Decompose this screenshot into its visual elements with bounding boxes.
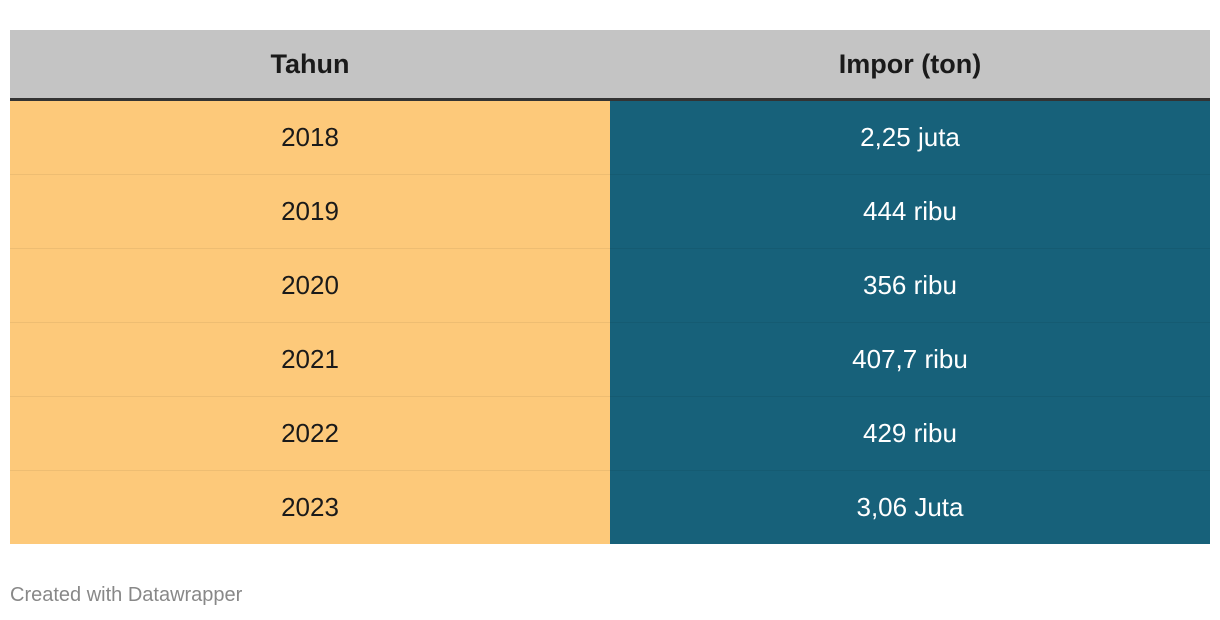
- table-cell: 356 ribu: [610, 248, 1210, 323]
- table-cell: 2021: [10, 322, 610, 397]
- table-row: 2020 356 ribu: [10, 248, 1210, 323]
- table-cell: 429 ribu: [610, 396, 1210, 471]
- table-row: 2021 407,7 ribu: [10, 322, 1210, 397]
- table-body: 2018 2,25 juta 2019 444 ribu 2020 356 ribu 202…: [10, 99, 1210, 544]
- table-row: 2019 444 ribu: [10, 174, 1210, 249]
- table-cell: 2022: [10, 396, 610, 471]
- header-row: Tahun Impor (ton): [10, 30, 1210, 101]
- footer-credit: Created with Datawrapper: [10, 584, 243, 606]
- table-cell: 3,06 Juta: [610, 470, 1210, 544]
- table-cell: 2,25 juta: [610, 99, 1210, 175]
- column-header: Impor (ton): [610, 30, 1210, 101]
- data-table: Tahun Impor (ton) 2018 2,25 juta 2019 444 ri…: [10, 30, 1210, 544]
- table-cell: 2018: [10, 99, 610, 175]
- table-row: 2022 429 ribu: [10, 396, 1210, 471]
- table-cell: 2019: [10, 174, 610, 249]
- column-header: Tahun: [10, 30, 610, 101]
- table-cell: 444 ribu: [610, 174, 1210, 249]
- table-row: 2018 2,25 juta: [10, 99, 1210, 175]
- table-cell: 2023: [10, 470, 610, 544]
- table-container: Tahun Impor (ton) 2018 2,25 juta 2019 444 ri…: [10, 30, 1210, 544]
- table-cell: 2020: [10, 248, 610, 323]
- table-row: 2023 3,06 Juta: [10, 470, 1210, 544]
- table-cell: 407,7 ribu: [610, 322, 1210, 397]
